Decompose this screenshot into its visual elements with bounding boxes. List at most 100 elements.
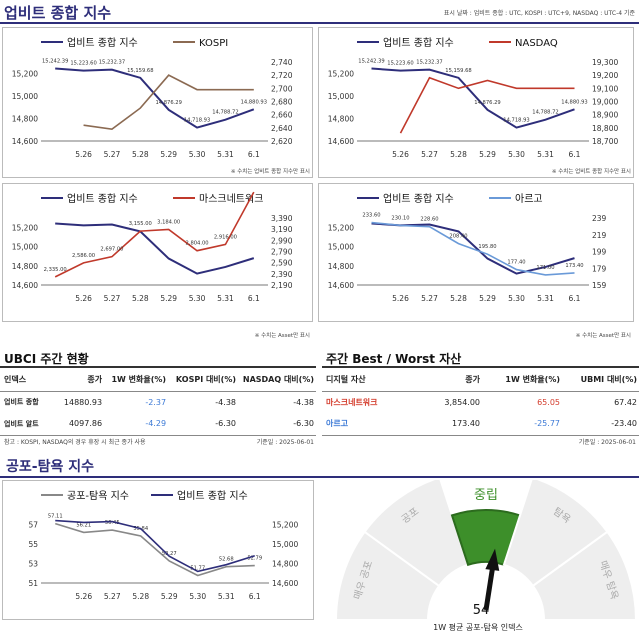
legend-entry: 업비트 종합 지수 xyxy=(67,192,138,205)
chart-svg: 업비트 종합 지수 아르고 14,600 14,800 15,000 15,200 159 1… xyxy=(328,192,607,303)
chart-svg: 공포-탐욕 지수 업비트 종합 지수 51 53 55 57 14,600 14,800 15,… xyxy=(28,489,298,601)
y-tick-label-right: 2,740 xyxy=(271,58,293,67)
table-cell: -6.30 xyxy=(168,413,238,436)
legend-entry: 업비트 종합 지수 xyxy=(383,36,454,49)
y-tick-label-right: 14,800 xyxy=(272,560,298,569)
x-tick-label: 5.26 xyxy=(392,150,409,159)
y-tick-label-right: 2,790 xyxy=(271,248,293,257)
legend-entry: KOSPI xyxy=(199,38,228,49)
y-tick-label-left: 15,000 xyxy=(12,92,38,101)
data-label: 171.00 xyxy=(536,265,554,271)
legend-entry: 마스크네트워크 xyxy=(199,192,263,205)
data-label: 3,155.00 xyxy=(129,221,152,227)
y-tick-label-right: 2,590 xyxy=(271,259,293,268)
data-label: 3,184.00 xyxy=(157,220,180,226)
y-tick-label-left: 15,200 xyxy=(328,224,354,233)
x-tick-label: 5.26 xyxy=(392,294,409,303)
y-tick-label-left: 15,200 xyxy=(12,69,38,78)
table-cell: 업비트 종합 xyxy=(4,398,39,407)
ubci-footnote: 참고 : KOSPI, NASDAQ의 경우 휴장 시 최근 종가 사용 xyxy=(4,439,146,446)
y-tick-label-right: 159 xyxy=(592,281,607,290)
x-tick-label: 5.26 xyxy=(75,150,92,159)
chart-index-vs-argo: 업비트 종합 지수 아르고 14,600 14,800 15,000 15,200 159 1… xyxy=(318,183,634,322)
y-tick-label-right: 19,100 xyxy=(592,84,618,93)
column-header: UBMI 대비(%) xyxy=(562,369,639,392)
x-tick-label: 5.27 xyxy=(421,150,438,159)
index-only-note: ※ 수치는 업비트 종합 지수만 표시 xyxy=(551,169,631,175)
data-label: 14,788.72 xyxy=(212,110,238,116)
data-label: 15,232.37 xyxy=(99,60,125,66)
table-cell: -4.38 xyxy=(293,397,314,407)
bestworst-reference-date: 기준일 : 2025-06-01 xyxy=(578,439,636,446)
table-cell: 65.05 xyxy=(537,397,560,407)
y-tick-label-right: 2,680 xyxy=(271,98,293,107)
y-tick-label-left: 57 xyxy=(28,521,38,530)
y-tick-label-right: 2,390 xyxy=(271,270,293,279)
data-label: 208.40 xyxy=(449,234,467,240)
y-tick-label-right: 18,800 xyxy=(592,124,618,133)
y-tick-label-left: 55 xyxy=(28,540,38,549)
data-label: 2,804.00 xyxy=(186,241,209,247)
table-cell: -4.29 xyxy=(104,413,169,436)
x-tick-label: 5.26 xyxy=(75,592,92,601)
ubci-section-title: UBCI 주간 현황 xyxy=(4,352,89,366)
data-label: 15,159.68 xyxy=(127,68,153,74)
ubci-table: 인덱스 종가 1W 변화율(%) KOSPI 대비(%) NASDAQ 대비(%… xyxy=(0,369,316,436)
x-tick-label: 5.26 xyxy=(75,294,92,303)
y-tick-label-right: 19,300 xyxy=(592,58,618,67)
column-header: 1W 변화율(%) xyxy=(104,369,169,392)
column-header: KOSPI 대비(%) xyxy=(168,369,238,392)
column-header: 1W 변화율(%) xyxy=(482,369,562,392)
series-line xyxy=(371,67,575,129)
data-label: 14,876.29 xyxy=(155,100,181,106)
legend-entry: 업비트 종합 지수 xyxy=(177,489,248,502)
x-tick-label: 5.27 xyxy=(104,294,121,303)
ubci-section-rule xyxy=(0,366,316,368)
y-tick-label-left: 14,600 xyxy=(328,281,354,290)
legend-entry: 공포-탐욕 지수 xyxy=(67,490,129,502)
y-tick-label-left: 14,800 xyxy=(328,114,354,123)
x-tick-label: 5.28 xyxy=(132,592,149,601)
y-tick-label-left: 15,000 xyxy=(328,92,354,101)
table-cell: 업비트 알트 xyxy=(0,413,62,436)
table-row: 마스크네트워크 3,854.00 65.05 67.42 xyxy=(322,391,639,413)
ubci-reference-date: 기준일 : 2025-06-01 xyxy=(256,439,314,446)
series-line xyxy=(371,221,575,276)
x-tick-label: 5.29 xyxy=(160,294,177,303)
column-header: 종가 xyxy=(61,369,105,392)
x-tick-label: 5.30 xyxy=(189,294,206,303)
page-title: 업비트 종합 지수 xyxy=(4,4,112,22)
table-cell: -25.77 xyxy=(482,413,562,436)
table-cell: 마스크네트워크 xyxy=(326,397,378,407)
fear-greed-rule xyxy=(0,476,639,478)
y-tick-label-right: 2,620 xyxy=(271,137,293,146)
y-tick-label-right: 199 xyxy=(592,248,607,257)
data-label: 51.77 xyxy=(190,566,205,572)
y-tick-label-left: 15,000 xyxy=(12,243,38,252)
data-label: 177.40 xyxy=(507,260,525,266)
x-tick-label: 5.28 xyxy=(132,294,149,303)
series-line xyxy=(399,76,575,134)
asset-only-note: ※ 수치는 Asset만 표시 xyxy=(575,333,631,339)
y-tick-label-left: 14,600 xyxy=(328,137,354,146)
column-header: 디지털 자산 xyxy=(322,369,414,392)
x-tick-label: 6.1 xyxy=(248,150,260,159)
series-line xyxy=(83,74,254,130)
y-tick-label-right: 3,190 xyxy=(271,225,293,234)
data-label: 195.80 xyxy=(478,244,496,250)
gauge-zone xyxy=(531,530,638,621)
y-tick-label-right: 179 xyxy=(592,264,607,273)
series-line xyxy=(54,191,255,278)
data-label: 14,718.93 xyxy=(503,118,529,124)
bestworst-section-rule xyxy=(322,366,639,368)
x-tick-label: 5.29 xyxy=(479,294,496,303)
legend-entry: NASDAQ xyxy=(515,38,558,49)
x-tick-label: 5.30 xyxy=(189,592,206,601)
x-tick-label: 6.1 xyxy=(569,294,581,303)
data-label: 52.68 xyxy=(219,557,234,563)
gauge-needle-head xyxy=(485,548,500,571)
data-label: 2,335.00 xyxy=(44,267,67,273)
y-tick-label-right: 2,640 xyxy=(271,124,293,133)
x-tick-label: 5.31 xyxy=(537,294,554,303)
y-tick-label-left: 14,600 xyxy=(12,281,38,290)
